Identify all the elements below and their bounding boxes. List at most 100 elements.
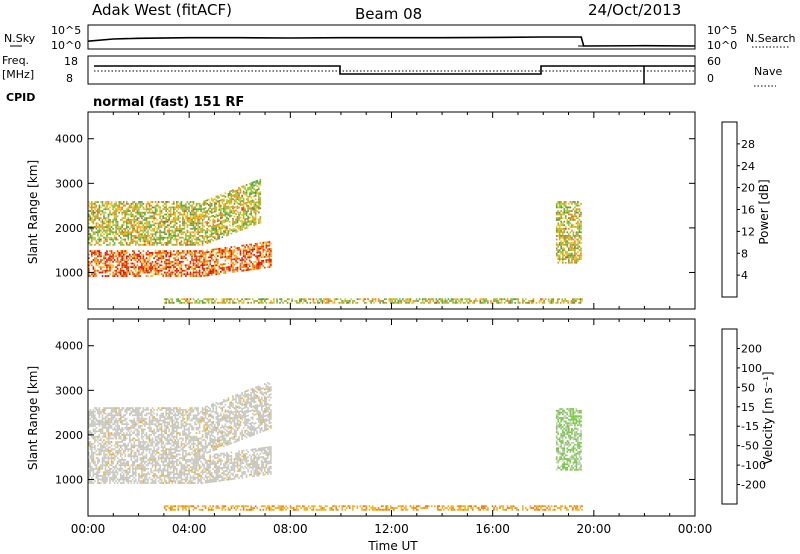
data-cell — [541, 298, 544, 301]
data-cell — [244, 186, 246, 189]
data-cell — [179, 202, 181, 205]
data-cell — [236, 191, 239, 193]
data-cell — [107, 224, 110, 227]
data-cell — [189, 262, 192, 265]
data-cell — [129, 243, 131, 246]
data-cell — [101, 271, 104, 274]
data-cell — [204, 200, 207, 202]
data-cell — [91, 253, 93, 256]
data-cell — [210, 266, 213, 269]
data-cell — [97, 453, 99, 456]
data-cell — [115, 260, 117, 263]
data-cell — [141, 448, 143, 451]
data-cell — [503, 298, 506, 301]
data-cell — [125, 226, 128, 228]
data-cell — [159, 210, 161, 212]
data-cell — [174, 253, 177, 256]
data-cell — [135, 243, 137, 246]
data-cell — [141, 467, 143, 470]
data-cell — [236, 207, 239, 209]
data-cell — [110, 462, 113, 465]
data-cell — [197, 238, 199, 241]
data-cell — [565, 258, 567, 260]
data-cell — [113, 457, 116, 459]
data-cell — [91, 450, 93, 452]
data-cell — [212, 271, 214, 274]
data-cell — [200, 260, 202, 263]
data-cell — [92, 435, 95, 438]
data-cell — [89, 243, 92, 246]
data-cell — [145, 219, 148, 221]
data-cell — [214, 255, 216, 258]
data-cell — [232, 228, 234, 231]
data-cell — [135, 235, 137, 237]
data-cell — [150, 423, 152, 426]
data-cell — [227, 266, 230, 269]
data-cell — [217, 236, 219, 239]
data-cell — [138, 235, 140, 237]
data-cell — [198, 271, 201, 274]
data-cell — [104, 208, 107, 211]
data-cell — [159, 215, 161, 218]
data-cell — [121, 226, 123, 228]
data-cell — [233, 194, 236, 196]
data-cell — [162, 268, 164, 270]
data-cell — [112, 476, 114, 479]
data-cell — [177, 233, 180, 235]
data-cell — [197, 208, 199, 211]
data-cell — [236, 205, 239, 208]
data-cell — [179, 217, 181, 219]
data-cell — [200, 215, 202, 218]
data-cell — [493, 298, 495, 301]
data-cell — [110, 236, 113, 239]
data-cell — [203, 236, 205, 238]
data-cell — [148, 240, 151, 243]
data-cell — [142, 444, 145, 447]
data-cell — [253, 207, 255, 210]
data-cell — [92, 442, 95, 445]
data-cell — [141, 213, 143, 216]
data-cell — [242, 192, 245, 195]
data-cell — [203, 260, 205, 263]
data-cell — [440, 298, 442, 301]
data-cell — [125, 425, 128, 427]
data-cell — [209, 298, 211, 301]
data-cell — [144, 238, 146, 241]
data-cell — [95, 215, 98, 218]
data-cell — [201, 268, 204, 270]
data-cell — [562, 211, 564, 214]
data-cell — [142, 475, 145, 477]
data-cell — [256, 265, 258, 268]
data-cell — [179, 266, 181, 268]
data-cell — [251, 201, 254, 204]
data-cell — [147, 442, 149, 445]
data-cell — [145, 409, 148, 411]
data-cell — [104, 448, 107, 451]
data-cell — [347, 301, 350, 304]
data-cell — [132, 238, 134, 241]
station-title: Adak West (fitACF) — [92, 1, 232, 19]
data-cell — [148, 211, 151, 214]
data-cell — [567, 300, 570, 302]
data-cell — [125, 201, 128, 203]
data-cell — [560, 236, 562, 239]
data-cell — [177, 229, 180, 232]
data-cell — [88, 476, 90, 479]
data-cell — [103, 204, 105, 207]
data-cell — [160, 273, 163, 276]
data-cell — [159, 240, 161, 243]
data-cell — [101, 416, 104, 418]
data-cell — [557, 210, 559, 212]
data-cell — [125, 469, 128, 472]
data-cell — [258, 211, 260, 214]
data-cell — [113, 231, 116, 234]
data-cell — [244, 213, 246, 215]
data-cell — [212, 200, 214, 203]
data-cell — [132, 262, 134, 265]
data-cell — [124, 273, 126, 276]
data-cell — [238, 247, 240, 249]
data-cell — [95, 217, 98, 219]
data-cell — [115, 238, 117, 241]
data-cell — [177, 273, 180, 276]
data-cell — [112, 273, 114, 276]
